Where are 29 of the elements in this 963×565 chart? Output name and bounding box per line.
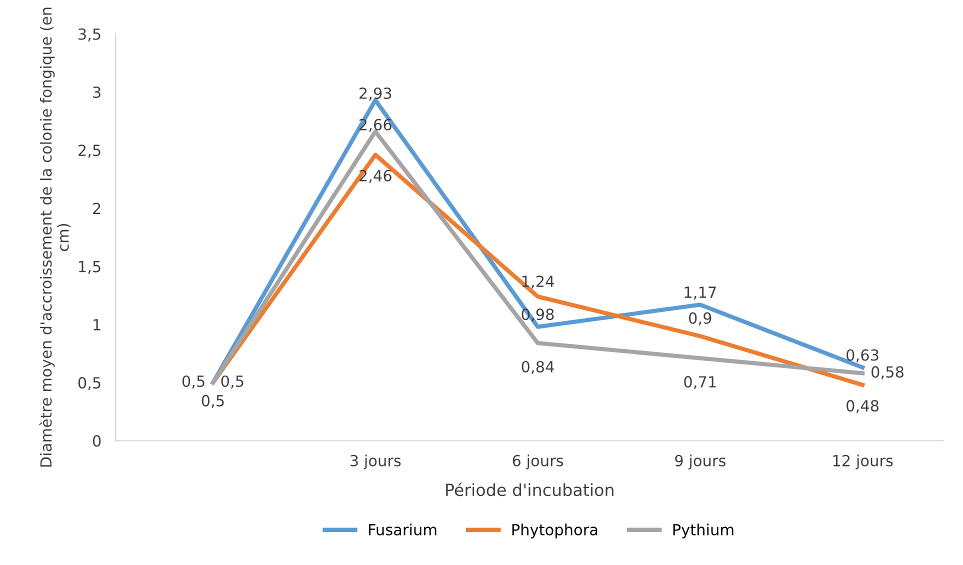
y-tick-label: 3 xyxy=(93,86,100,98)
data-label: 1,17 xyxy=(684,286,716,300)
y-tick-label: 3,5 xyxy=(78,28,100,42)
data-label: 1,24 xyxy=(522,276,554,289)
data-label: 0,84 xyxy=(522,360,554,374)
data-label: 0,5 xyxy=(182,375,204,389)
legend-label: Fusarium xyxy=(368,524,436,536)
data-label: 0,58 xyxy=(872,366,904,380)
data-label: 0,5 xyxy=(221,375,244,389)
x-tick-label: 3 jours xyxy=(350,454,401,470)
y-tick-label: 2 xyxy=(93,202,100,214)
data-label: 0,63 xyxy=(846,349,878,362)
x-axis-title: Période d'incubation xyxy=(446,482,614,496)
y-tick-label: 1,5 xyxy=(79,261,100,274)
x-tick-label: 6 jours xyxy=(512,454,564,470)
legend-label: Pythium xyxy=(673,524,734,538)
legend-label: Phytophora xyxy=(512,524,598,538)
y-axis-title: Diamètre moyen d'accroissement de la colonie fongique (en cm) xyxy=(39,8,71,467)
x-tick-label: 9 jours xyxy=(675,454,726,470)
x-tick-label: 12 jours xyxy=(833,454,893,470)
data-label: 2,93 xyxy=(359,87,392,101)
y-tick-label: 0,5 xyxy=(78,377,100,390)
y-tick-label: 0 xyxy=(92,435,101,447)
data-label: 0,9 xyxy=(689,312,712,326)
data-label: 0,5 xyxy=(202,394,224,408)
y-tick-label: 2,5 xyxy=(78,144,100,158)
y-tick-label: 1 xyxy=(94,319,100,330)
data-label: 0,71 xyxy=(684,376,716,390)
data-label: 0,48 xyxy=(846,400,879,414)
